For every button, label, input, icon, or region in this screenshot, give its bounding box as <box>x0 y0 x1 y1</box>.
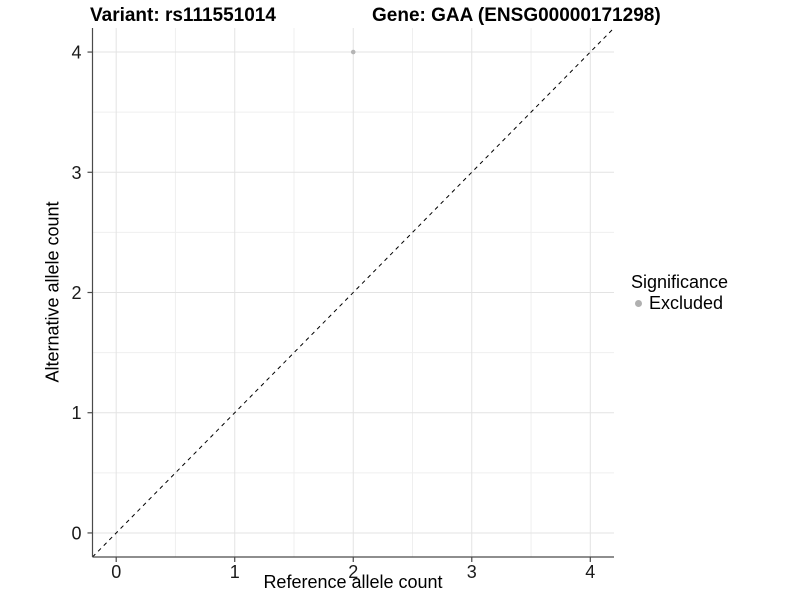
tick-marks <box>87 51 591 562</box>
svg-text:4: 4 <box>585 562 595 582</box>
legend-title: Significance <box>631 272 729 292</box>
svg-text:0: 0 <box>71 523 81 543</box>
variant-title: Variant: rs111551014 <box>90 5 276 26</box>
svg-text:3: 3 <box>71 163 81 183</box>
data-points <box>350 49 356 55</box>
svg-text:3: 3 <box>467 562 477 582</box>
legend: Significance Excluded <box>631 272 728 313</box>
svg-text:4: 4 <box>71 43 81 63</box>
svg-text:2: 2 <box>71 283 81 303</box>
legend-point-icon <box>635 299 642 307</box>
data-point <box>350 49 356 55</box>
x-tick-labels: 0 1 2 3 4 <box>111 562 595 582</box>
legend-item-excluded: Excluded <box>631 293 728 313</box>
svg-text:2: 2 <box>348 562 358 582</box>
svg-text:1: 1 <box>71 403 81 423</box>
gene-title: Gene: GAA (ENSG00000171298) <box>372 5 661 26</box>
svg-text:1: 1 <box>230 562 240 582</box>
y-axis-title: Alternative allele count <box>42 201 63 383</box>
y-tick-labels: 0 1 2 3 4 <box>71 43 81 544</box>
svg-text:0: 0 <box>111 562 121 582</box>
x-axis-title: Reference allele count <box>263 572 443 592</box>
identity-reference-line <box>92 27 615 558</box>
legend-item-label: Excluded <box>649 293 724 313</box>
